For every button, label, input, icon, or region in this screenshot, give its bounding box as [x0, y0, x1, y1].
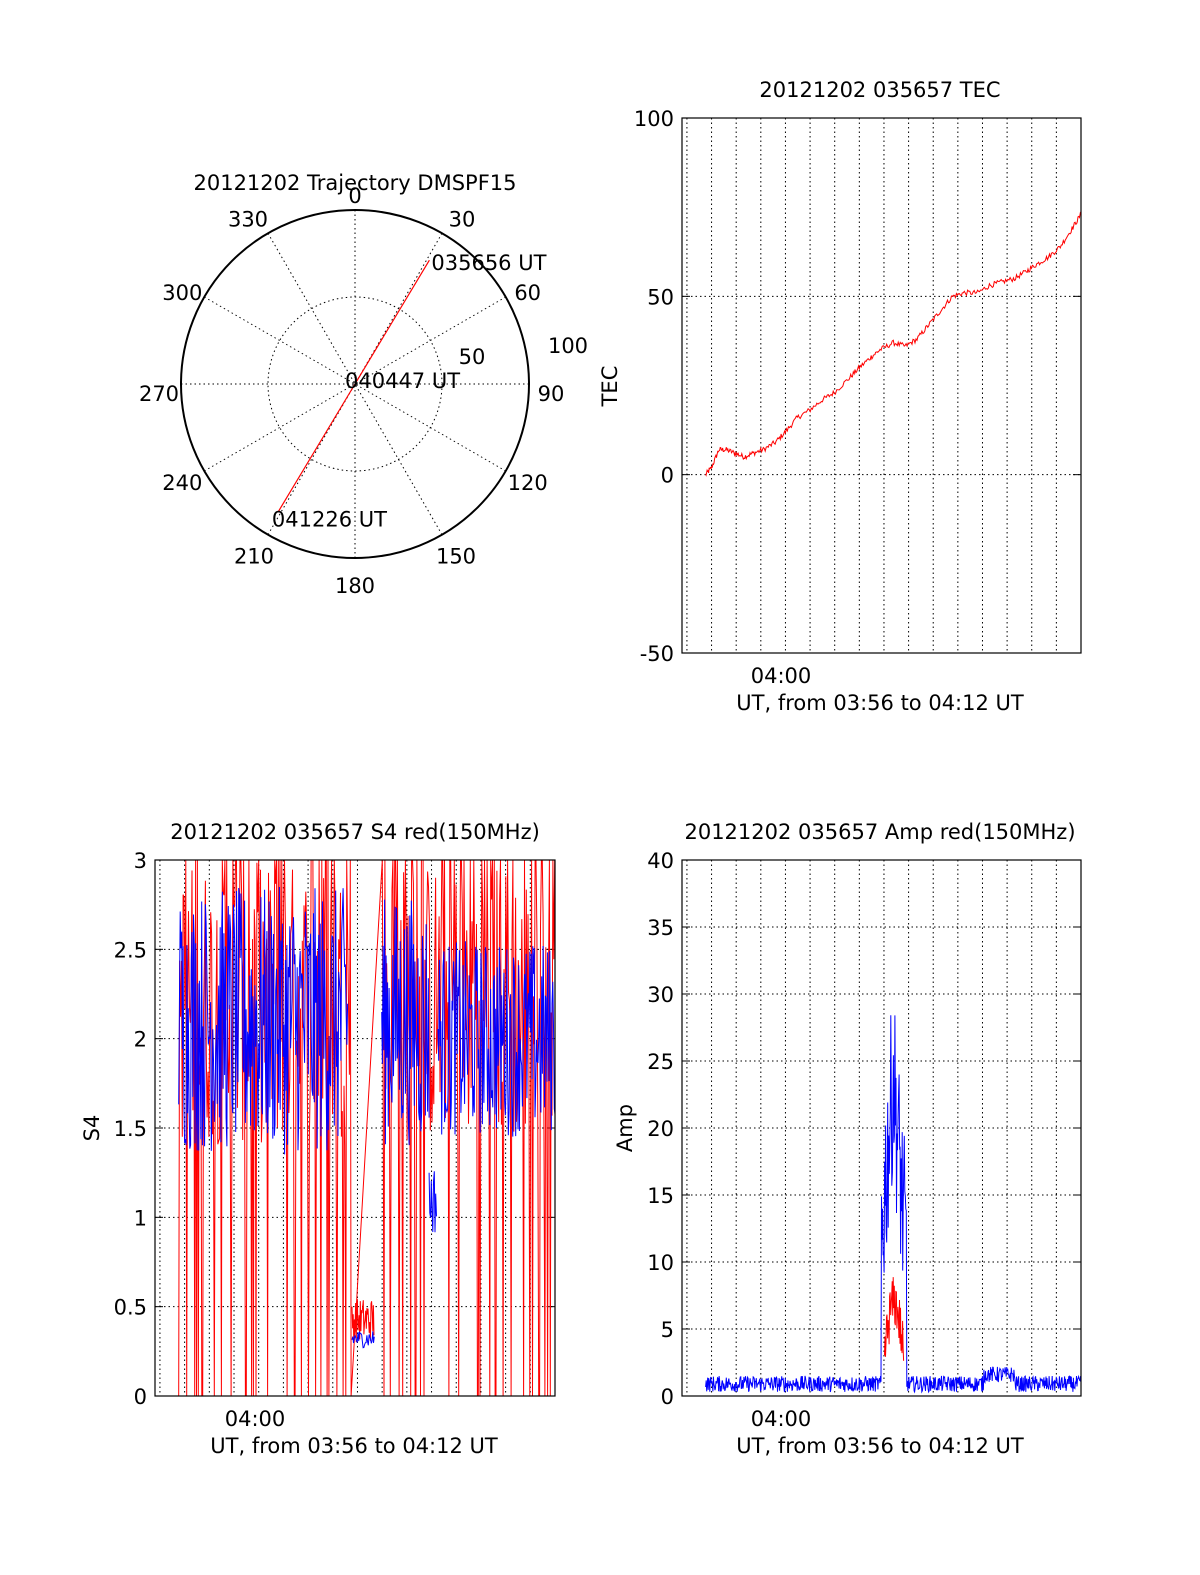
s4-blue-segment-0 — [178, 886, 349, 1155]
amp-y-tick-0: 0 — [661, 1385, 674, 1409]
polar-angle-label-0: 0 — [348, 184, 361, 208]
polar-title: 20121202 Trajectory DMSPF15 — [193, 171, 516, 195]
polar-angle-labels: 0 30 60 90 120 150 180 210 240 270 300 330 — [139, 184, 564, 598]
amp-red-series — [884, 1277, 905, 1361]
amp-y-tick-30: 30 — [647, 983, 674, 1007]
amp-grid — [682, 859, 1081, 1397]
tec-x-tick-label: 04:00 — [751, 664, 812, 688]
amp-blue-series — [705, 1015, 1082, 1394]
amp-y-tick-5: 5 — [661, 1318, 674, 1342]
s4-blue-segment-3 — [428, 1171, 437, 1233]
tec-title: 20121202 035657 TEC — [759, 78, 1000, 102]
polar-grid — [180, 209, 530, 559]
polar-radius-label-100: 100 — [548, 334, 588, 358]
amp-y-tick-20: 20 — [647, 1117, 674, 1141]
s4-plot: 20121202 035657 S4 red(150MHz) 3 2.5 2 1.5 1… — [80, 820, 556, 1458]
polar-angle-label-30: 30 — [449, 207, 476, 231]
tec-y-tick--50: -50 — [640, 642, 674, 666]
amp-title: 20121202 035657 Amp red(150MHz) — [684, 820, 1075, 844]
amp-y-tick-40: 40 — [647, 849, 674, 873]
polar-angle-label-120: 120 — [508, 471, 548, 495]
polar-angle-label-90: 90 — [538, 382, 565, 406]
s4-y-tick-labels: 3 2.5 2 1.5 1 0.5 0 — [114, 849, 147, 1409]
amp-y-tick-25: 25 — [647, 1050, 674, 1074]
polar-trajectory-line — [277, 259, 430, 513]
polar-point-label-0: 035656 UT — [431, 251, 546, 275]
polar-point-label-2: 041226 UT — [272, 507, 387, 531]
s4-blue-segment-4 — [437, 941, 556, 1137]
s4-y-tick-1.5: 1.5 — [114, 1117, 147, 1141]
amp-plot: 20121202 035657 Amp red(150MHz) 40 35 30 25… — [613, 820, 1082, 1458]
polar-trajectory: 035656 UT 040447 UT 041226 UT — [272, 251, 547, 531]
s4-y-tick-3: 3 — [134, 849, 147, 873]
tec-series — [705, 211, 1082, 477]
amp-y-tick-labels: 40 35 30 25 20 15 10 5 0 — [647, 849, 674, 1409]
polar-angle-label-270: 270 — [139, 382, 179, 406]
tec-y-tick-labels: 100 50 0 -50 — [634, 107, 674, 666]
polar-angle-label-210: 210 — [234, 545, 274, 569]
tec-y-tick-50: 50 — [647, 285, 674, 309]
tec-y-label: TEC — [598, 366, 622, 408]
s4-y-tick-2.5: 2.5 — [114, 938, 147, 962]
tec-grid — [682, 117, 1081, 654]
amp-y-tick-10: 10 — [647, 1251, 674, 1275]
polar-angle-label-300: 300 — [162, 281, 202, 305]
s4-y-tick-0: 0 — [134, 1385, 147, 1409]
tec-plot: 20121202 035657 TEC 100 50 0 -50 04:00 UT, … — [598, 78, 1082, 715]
polar-angle-label-150: 150 — [436, 545, 476, 569]
polar-angle-label-330: 330 — [228, 207, 268, 231]
s4-y-label: S4 — [80, 1115, 104, 1142]
amp-frame — [681, 859, 1082, 1397]
s4-x-label: UT, from 03:56 to 04:12 UT — [210, 1434, 498, 1458]
tec-frame — [681, 117, 1082, 654]
s4-title: 20121202 035657 S4 red(150MHz) — [170, 820, 540, 844]
polar-trajectory-plot: 20121202 Trajectory DMSPF15 0 30 60 90 120 15… — [139, 171, 588, 598]
polar-point-label-1: 040447 UT — [345, 369, 460, 393]
amp-x-label: UT, from 03:56 to 04:12 UT — [736, 1434, 1024, 1458]
polar-angle-label-180: 180 — [335, 574, 375, 598]
tec-series-line — [705, 211, 1082, 477]
amp-x-tick-label: 04:00 — [751, 1407, 812, 1431]
polar-angle-label-240: 240 — [162, 471, 202, 495]
polar-angle-label-60: 60 — [514, 281, 541, 305]
amp-y-label: Amp — [613, 1104, 637, 1152]
s4-x-tick-label: 04:00 — [225, 1407, 286, 1431]
s4-y-tick-0.5: 0.5 — [114, 1296, 147, 1320]
polar-radius-label-50: 50 — [459, 345, 486, 369]
s4-series — [178, 859, 556, 1397]
amp-y-tick-15: 15 — [647, 1184, 674, 1208]
tec-y-tick-0: 0 — [661, 464, 674, 488]
amp-y-tick-35: 35 — [647, 916, 674, 940]
s4-blue-segment-1 — [351, 1331, 375, 1349]
tec-y-tick-100: 100 — [634, 107, 674, 131]
s4-y-tick-1: 1 — [134, 1206, 147, 1230]
s4-blue-segment-2 — [381, 899, 430, 1146]
tec-x-label: UT, from 03:56 to 04:12 UT — [736, 691, 1024, 715]
s4-y-tick-2: 2 — [134, 1028, 147, 1052]
s4-frame — [154, 859, 556, 1397]
amp-series — [705, 1015, 1082, 1394]
